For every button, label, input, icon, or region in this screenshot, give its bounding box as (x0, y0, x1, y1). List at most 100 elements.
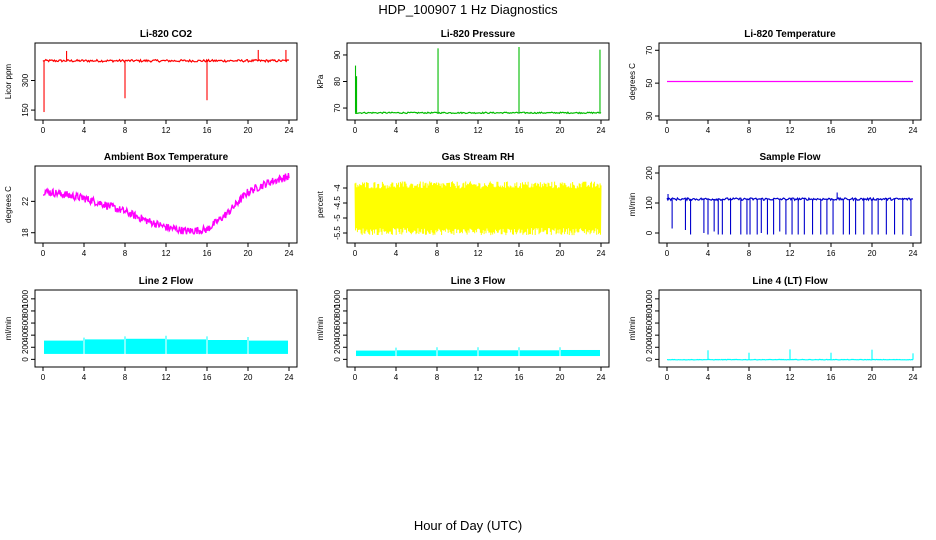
panel-3-y-tick-label: 30 (645, 111, 654, 120)
panel-5-x-tick-label: 12 (474, 249, 483, 258)
panel-2-x-tick-label: 12 (474, 126, 483, 135)
panel-9-y-tick-label: 400 (645, 328, 654, 342)
panel-2: Li-820 Pressure 0 4 8 12 16 20 24 70 80 90 kPa (316, 29, 610, 135)
panel-8-y-tick-label: 400 (333, 328, 342, 342)
panel-4-x-tick-label: 12 (162, 249, 171, 258)
panel-4-x-tick-label: 16 (203, 249, 212, 258)
panel-7-title: Line 2 Flow (139, 276, 194, 287)
panel-8-segment-5 (520, 350, 559, 357)
panel-8-x-tick-label: 20 (556, 373, 565, 382)
panel-8-y-axis-label: ml/min (316, 317, 325, 341)
panel-8-series (356, 347, 600, 357)
panel-8-x-tick-label: 4 (394, 373, 399, 382)
figure-title: HDP_100907 1 Hz Diagnostics (378, 2, 558, 17)
panel-5-x-tick-label: 16 (515, 249, 524, 258)
panel-2-x-tick-label: 20 (556, 126, 565, 135)
panel-4-line (43, 173, 290, 235)
panel-9-x-tick-label: 24 (909, 373, 918, 382)
panel-1-x-tick-label: 0 (41, 126, 46, 135)
panel-3-y-tick-label: 50 (645, 78, 654, 87)
panel-8-segment-1 (356, 350, 395, 357)
panel-6-y-tick-label: 200 (645, 166, 654, 180)
panel-7-y-tick-label: 200 (21, 340, 30, 354)
panel-8-x-tick-label: 0 (353, 373, 358, 382)
panel-1-y-axis-label: Licor ppm (4, 64, 13, 99)
panel-2-x-tick-label: 0 (353, 126, 358, 135)
panel-7-x-tick-label: 16 (203, 373, 212, 382)
panel-5-y-tick-label: -4 (333, 184, 342, 192)
panel-6-y-axis-label: ml/min (628, 193, 637, 217)
panel-7-x-tick-label: 20 (244, 373, 253, 382)
panel-1-series (42, 49, 290, 113)
panel-1: Li-820 CO2 0 4 8 12 16 20 24 150 300 Licor ppm (4, 29, 298, 135)
panel-7-frame (34, 289, 298, 368)
panel-1-x-tick-label: 20 (244, 126, 253, 135)
panel-3-x-tick-label: 24 (909, 126, 918, 135)
panel-9-x-tick-label: 4 (706, 373, 711, 382)
panel-5-x-tick-label: 20 (556, 249, 565, 258)
panel-9-y-tick-label: 800 (645, 304, 654, 318)
panel-6-series (666, 192, 914, 236)
panel-6-x-tick-label: 20 (868, 249, 877, 258)
panel-4-frame (34, 165, 298, 244)
panel-3-title: Li-820 Temperature (744, 29, 836, 40)
panel-7-x-tick-label: 24 (285, 373, 294, 382)
panel-7-y-tick-label: 0 (21, 357, 30, 362)
panel-8-segment-2 (397, 350, 436, 357)
panel-4-title: Ambient Box Temperature (104, 152, 229, 163)
panel-4: Ambient Box Temperature 0 4 8 12 16 20 24 18 22 de… (4, 152, 298, 258)
panel-1-x-tick-label: 12 (162, 126, 171, 135)
panel-6-frame (658, 165, 922, 244)
panel-3-x-tick-label: 0 (665, 126, 670, 135)
panel-2-title: Li-820 Pressure (441, 29, 516, 40)
panel-5-line (354, 181, 602, 236)
panel-5-series (354, 181, 602, 236)
panel-7-segment-2 (85, 339, 124, 354)
panel-8-x-tick-label: 24 (597, 373, 606, 382)
panel-7-x-tick-label: 8 (123, 373, 128, 382)
panel-8-x-tick-label: 16 (515, 373, 524, 382)
panel-3-y-tick-label: 70 (645, 45, 654, 54)
panel-7-y-tick-label: 800 (21, 304, 30, 318)
panel-6-x-tick-label: 16 (827, 249, 836, 258)
panel-7-x-tick-label: 4 (82, 373, 87, 382)
panel-4-x-tick-label: 20 (244, 249, 253, 258)
figure-x-axis-label: Hour of Day (UTC) (413, 518, 523, 533)
panel-8-segment-6 (561, 349, 600, 357)
panel-8-y-tick-label: 800 (333, 304, 342, 318)
panel-9-y-tick-label: 200 (645, 340, 654, 354)
panel-9-y-tick-label: 600 (645, 316, 654, 330)
panel-3-y-axis-label: degrees C (628, 63, 637, 100)
panel-2-y-tick-label: 70 (333, 103, 342, 112)
panel-7-y-tick-label: 600 (21, 316, 30, 330)
panel-8-y-tick-label: 0 (333, 357, 342, 362)
panel-1-x-tick-label: 16 (203, 126, 212, 135)
panel-6-x-tick-label: 12 (786, 249, 795, 258)
panel-3-x-tick-label: 8 (747, 126, 752, 135)
panel-6-y-tick-label: 100 (645, 196, 654, 210)
panel-4-y-tick-label: 18 (21, 228, 30, 237)
panel-9-x-tick-label: 20 (868, 373, 877, 382)
panel-7-x-tick-label: 12 (162, 373, 171, 382)
panel-5-x-tick-label: 0 (353, 249, 358, 258)
panel-6-x-tick-label: 8 (747, 249, 752, 258)
panel-3-x-tick-label: 16 (827, 126, 836, 135)
panel-9: Line 4 (LT) Flow 0 4 8 12 16 20 24 0 200400600800… (628, 276, 922, 382)
panel-1-x-tick-label: 4 (82, 126, 87, 135)
panel-2-x-tick-label: 4 (394, 126, 399, 135)
panel-7-y-tick-label: 400 (21, 328, 30, 342)
panel-2-x-tick-label: 16 (515, 126, 524, 135)
panel-5: Gas Stream RH 0 4 8 12 16 20 24 -5.5 -5 -4.5 -4 perc… (316, 152, 610, 258)
panel-5-y-tick-label: -4.5 (333, 196, 342, 210)
panel-8-segment-3 (438, 350, 477, 357)
panel-2-line (354, 111, 602, 115)
panel-1-x-tick-label: 24 (285, 126, 294, 135)
panel-2-series (354, 47, 602, 115)
panel-5-title: Gas Stream RH (442, 152, 515, 163)
panel-3-x-tick-label: 4 (706, 126, 711, 135)
panel-7-y-tick-label: 1000 (21, 289, 30, 307)
panel-6-title: Sample Flow (759, 152, 820, 163)
panel-8-segment-4 (479, 350, 518, 357)
